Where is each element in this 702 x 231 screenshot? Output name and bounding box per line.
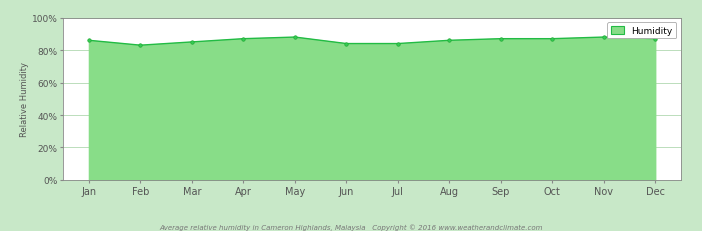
Text: Average relative humidity in Cameron Highlands, Malaysia   Copyright © 2016 www.: Average relative humidity in Cameron Hig… [159, 223, 543, 230]
Legend: Humidity: Humidity [607, 23, 677, 39]
Y-axis label: Relative Humidity: Relative Humidity [20, 62, 29, 137]
